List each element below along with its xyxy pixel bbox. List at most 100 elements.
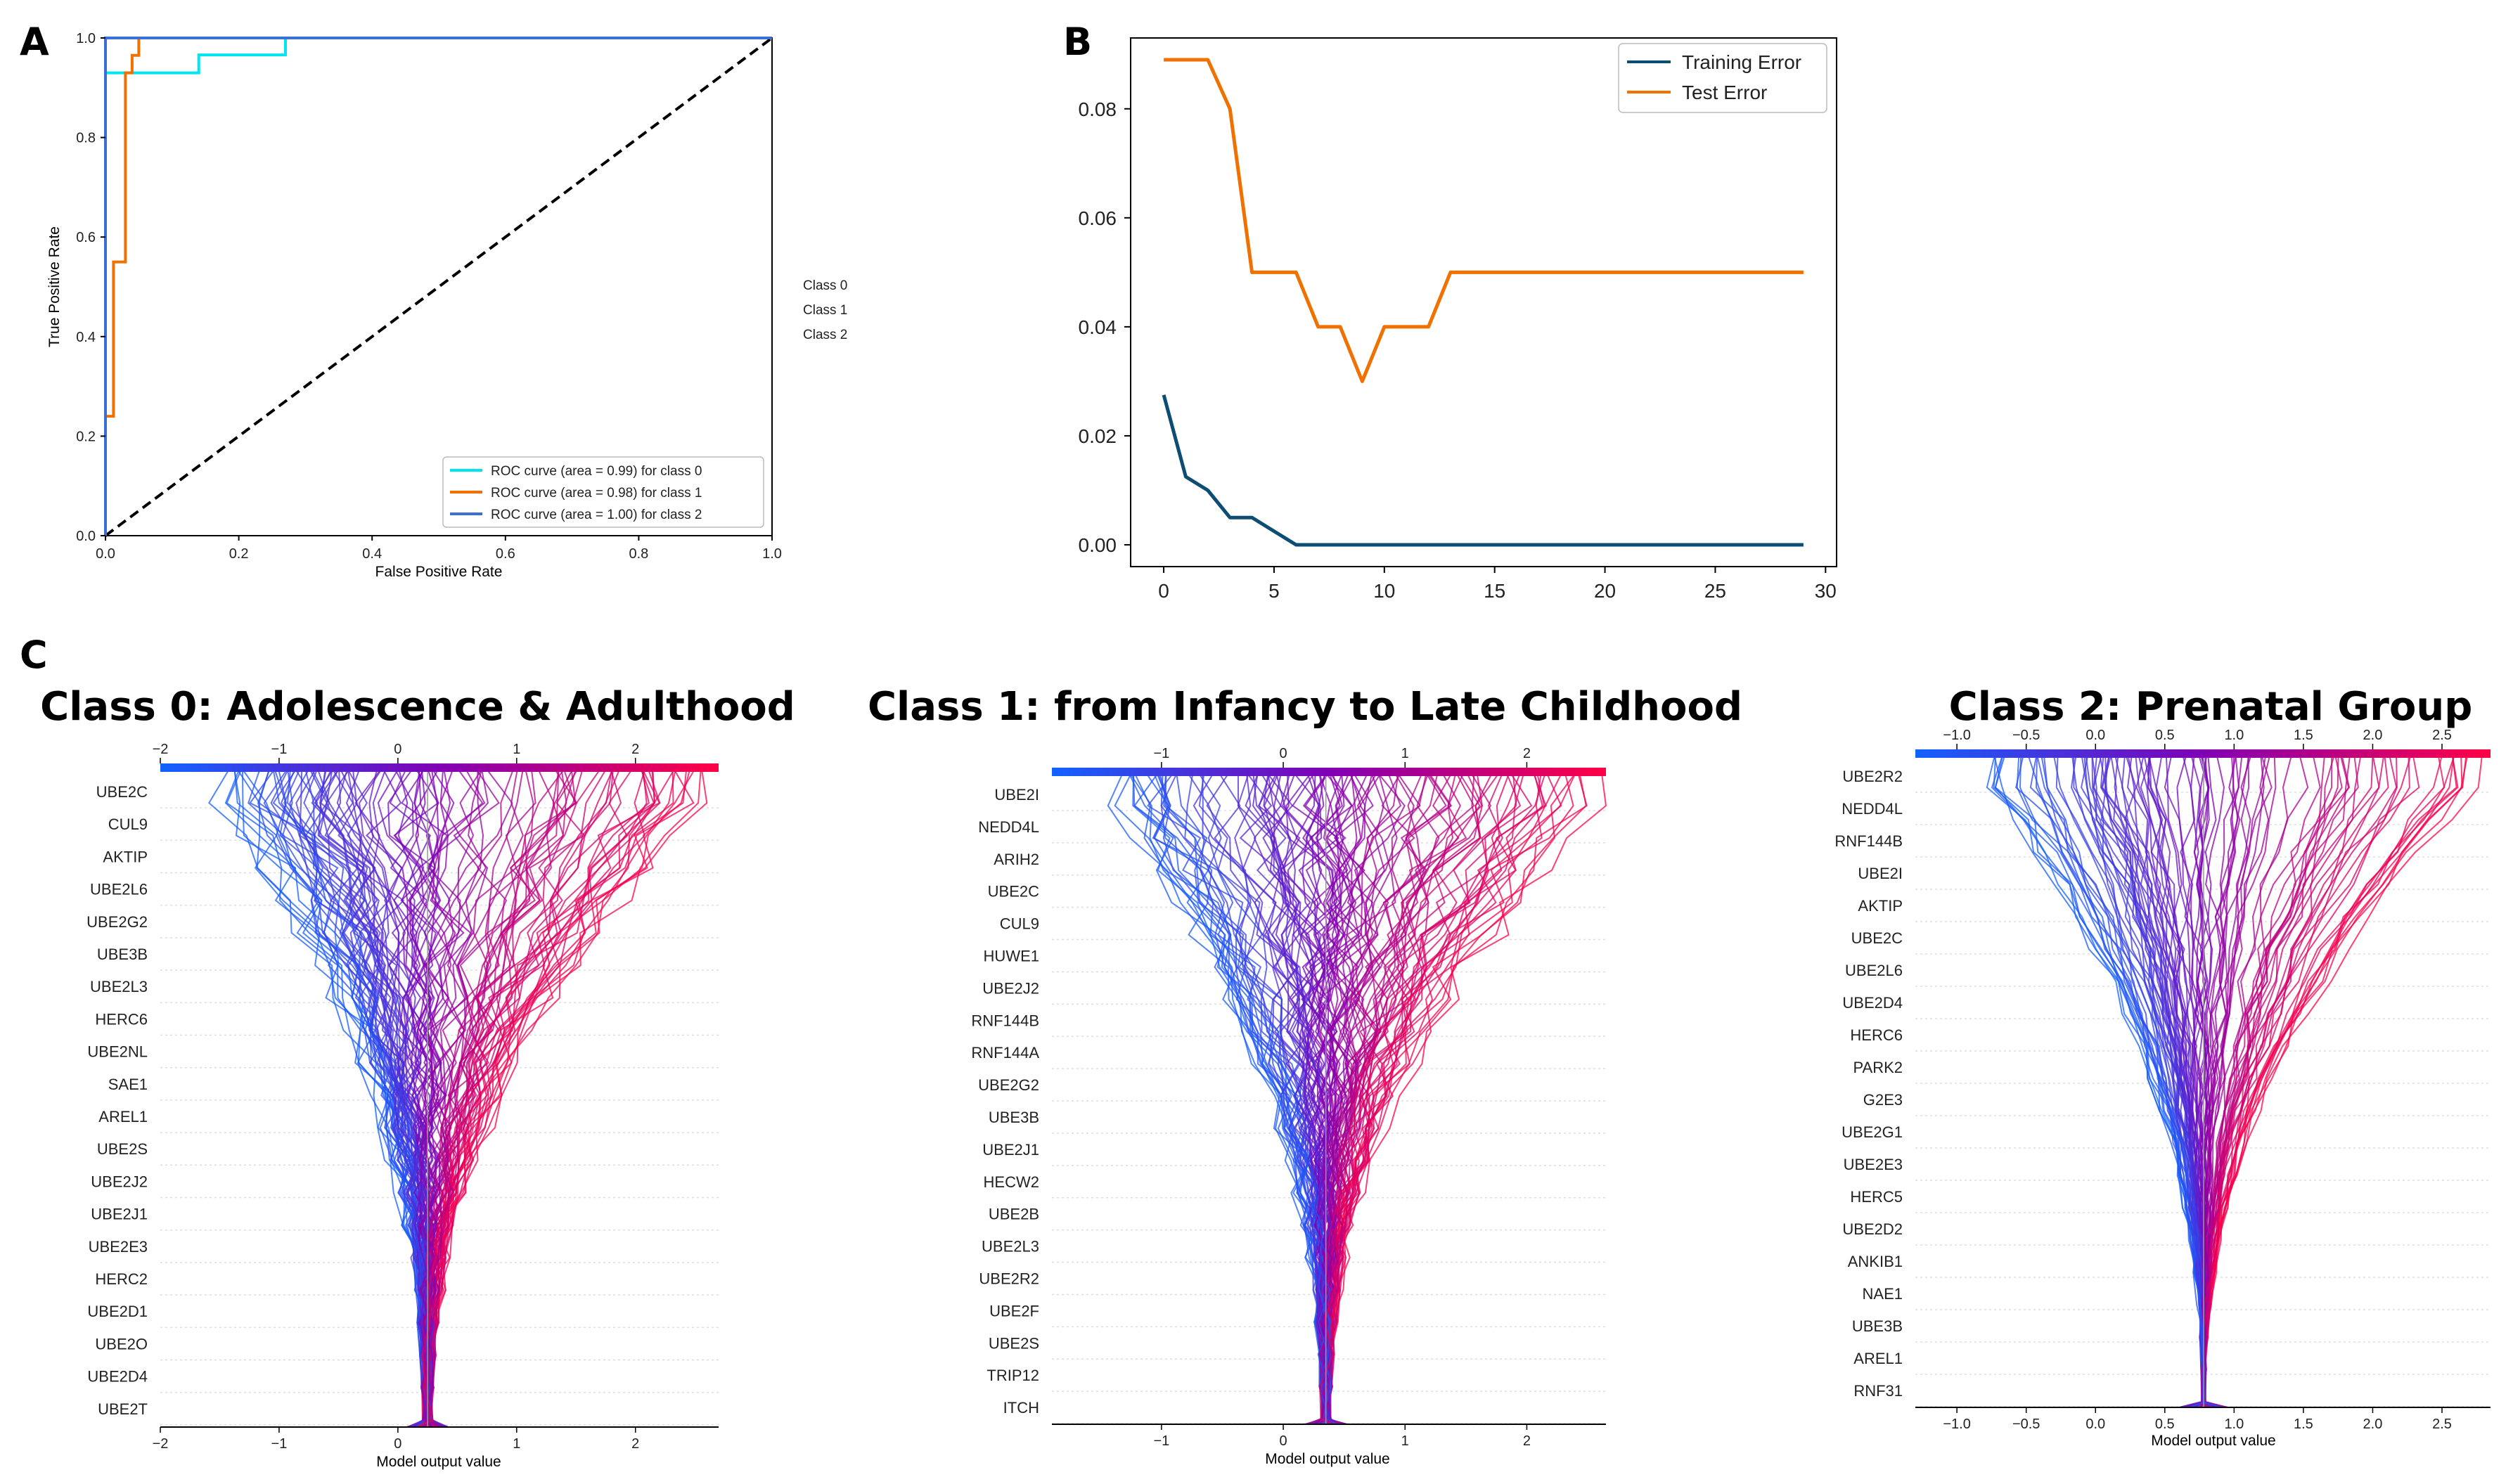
shap-bottom-tick-label: 2.5 — [2432, 1417, 2452, 1432]
shap-feature-label: UBE2C — [96, 783, 148, 801]
roc-y-tick-label: 0.0 — [76, 529, 96, 544]
roc-legend: ROC curve (area = 0.99) for class 0 ROC … — [442, 456, 764, 528]
roc-y-tick-label: 0.2 — [76, 429, 96, 444]
shap-feature-label: HERC5 — [1850, 1188, 1903, 1206]
shap-decision-line — [423, 768, 534, 1428]
roc-y-tick-label: 0.4 — [76, 330, 96, 345]
shap-feature-label: UBE2L6 — [90, 881, 148, 898]
shap-decision-line — [426, 768, 560, 1428]
shap-feature-label: UBE2D4 — [1842, 994, 1903, 1012]
shap-bottom-tick-label: 2 — [1523, 1433, 1531, 1449]
error-legend: Training Error Test Error — [1618, 43, 1827, 113]
roc-curve-class-1 — [104, 37, 772, 536]
shap-feature-label: UBE2B — [989, 1206, 1039, 1223]
shap-feature-label: TRIP12 — [986, 1367, 1039, 1384]
shap-feature-label: PARK2 — [1853, 1059, 1903, 1076]
roc-class-label-0: Class 0 — [803, 278, 847, 293]
shap-top-tick-label: 2 — [1523, 746, 1531, 761]
shap-feature-label: RNF144B — [1834, 832, 1903, 850]
roc-legend-box — [442, 456, 764, 528]
shap-decision-line — [421, 768, 656, 1428]
shap-top-tick-label: 1.5 — [2294, 728, 2313, 743]
shap-decision-line — [2200, 754, 2343, 1408]
shap-feature-label: UBE2T — [98, 1400, 148, 1418]
error-x-tick-label: 5 — [1268, 580, 1280, 602]
roc-y-tick-label: 1.0 — [76, 31, 96, 46]
shap-feature-label: NEDD4L — [1842, 800, 1903, 818]
shap-bottom-tick-label: 1.5 — [2294, 1417, 2313, 1432]
shap-x-axis-label-class-0: Model output value — [376, 1454, 501, 1470]
shap-decision-line — [421, 768, 578, 1428]
shap-feature-label: HERC6 — [95, 1010, 148, 1028]
shap-color-bar — [1915, 749, 2490, 758]
roc-class-label-2: Class 2 — [803, 328, 847, 342]
shap-top-tick-label: 1 — [1401, 746, 1409, 761]
shap-decision-line — [1319, 773, 1546, 1425]
shap-decision-line — [1176, 773, 1331, 1425]
shap-feature-label: UBE2R2 — [979, 1270, 1039, 1288]
shap-feature-label: UBE2NL — [87, 1043, 148, 1061]
shap-decision-line — [1234, 773, 1344, 1425]
shap-color-bar — [1052, 768, 1606, 776]
shap-bottom-tick-label: −2 — [153, 1436, 169, 1452]
shap-top-tick-label: 2 — [631, 742, 639, 757]
shap-feature-label: UBE2S — [97, 1140, 148, 1158]
shap-feature-label: UBE2G2 — [978, 1076, 1039, 1094]
shap-top-tick-label: 0 — [1279, 746, 1287, 761]
shap-feature-label: UBE2J2 — [91, 1173, 148, 1190]
error-plot-frame — [1130, 37, 1837, 567]
shap-feature-label: UBE2E3 — [89, 1238, 148, 1256]
shap-decision-line — [419, 768, 489, 1428]
shap-top-tick-label: 2.5 — [2432, 728, 2452, 743]
shap-feature-label: UBE2R2 — [1842, 768, 1903, 785]
shap-feature-label: UBE2L6 — [1845, 962, 1903, 979]
shap-top-tick-label: 0 — [394, 742, 401, 757]
error-x-tick-label: 30 — [1815, 580, 1837, 602]
shap-decision-line — [2016, 754, 2206, 1408]
shap-title-class-1: Class 1: from Infancy to Late Childhood — [868, 684, 1742, 730]
roc-y-axis-label: True Positive Rate — [46, 226, 63, 347]
shap-feature-label: NAE1 — [1863, 1285, 1903, 1303]
error-y-tick-label: 0.02 — [1079, 425, 1117, 447]
shap-bottom-tick-label: 2.0 — [2363, 1417, 2383, 1432]
shap-feature-label: UBE2D2 — [1842, 1220, 1903, 1238]
shap-color-bar — [160, 763, 719, 772]
shap-feature-label: UBE2O — [95, 1335, 148, 1353]
shap-top-tick-label: −1 — [1153, 746, 1169, 761]
shap-feature-label: HERC6 — [1850, 1026, 1903, 1044]
shap-feature-label: RNF144B — [971, 1012, 1039, 1029]
shap-feature-label: UBE2S — [989, 1334, 1039, 1352]
shap-feature-label: UBE3B — [97, 946, 148, 963]
shap-feature-label: AKTIP — [103, 848, 148, 865]
shap-feature-label: UBE2L3 — [90, 978, 148, 995]
shap-decision-line — [1133, 773, 1332, 1425]
shap-top-tick-label: 2.0 — [2363, 728, 2383, 743]
roc-legend-label-1: ROC curve (area = 0.98) for class 1 — [491, 486, 702, 501]
shap-bottom-tick-label: −1 — [1153, 1433, 1169, 1449]
shap-decision-line — [2200, 754, 2325, 1408]
error-line-test — [1164, 58, 1804, 383]
roc-legend-label-0: ROC curve (area = 0.99) for class 0 — [491, 464, 702, 479]
shap-bottom-tick-label: −1 — [271, 1436, 288, 1452]
shap-feature-label: UBE2J1 — [982, 1141, 1039, 1159]
error-x-tick-label: 15 — [1484, 580, 1505, 602]
shap-decision-line — [2202, 754, 2398, 1408]
roc-chart: 0.0 0.2 0.4 0.6 0.8 1.0 0.0 0.2 0.4 0.6 0.8 1.0 Fa… — [46, 31, 847, 580]
shap-bottom-tick-label: 0 — [394, 1436, 401, 1452]
roc-y-tick-label: 0.6 — [76, 230, 96, 245]
roc-y-tick-label: 0.8 — [76, 131, 96, 146]
shap-bottom-tick-label: 0 — [1279, 1433, 1287, 1449]
shap-feature-label: UBE2I — [994, 786, 1039, 804]
shap-decision-line — [241, 768, 446, 1428]
shap-bottom-tick-label: 2 — [631, 1436, 639, 1452]
shap-bottom-tick-label: 0.5 — [2155, 1417, 2175, 1432]
shap-bottom-tick-label: 1 — [1401, 1433, 1409, 1449]
error-y-tick-label: 0.08 — [1079, 98, 1117, 120]
shap-feature-label: UBE2C — [988, 883, 1039, 901]
shap-feature-label: UBE2D4 — [87, 1368, 148, 1386]
shap-top-tick-label: −1.0 — [1943, 728, 1970, 743]
shap-feature-label: UBE2G1 — [1842, 1123, 1903, 1141]
shap-decision-line — [318, 768, 446, 1428]
shap-feature-label: UBE2J2 — [982, 979, 1039, 997]
